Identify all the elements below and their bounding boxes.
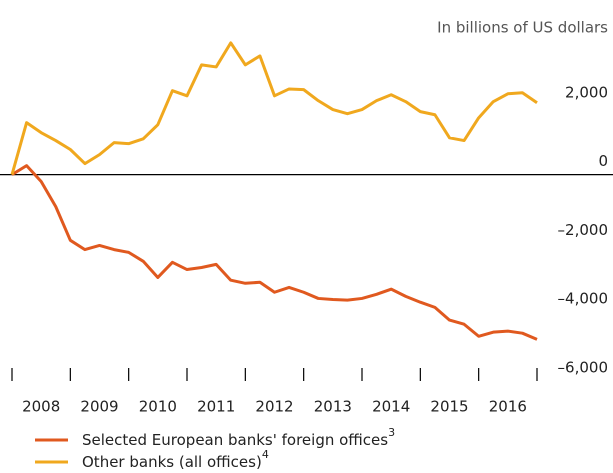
legend-footnote: 3: [388, 426, 395, 439]
y-tick-label: –6,000: [558, 359, 608, 377]
legend-name: Other banks (all offices): [82, 453, 262, 471]
y-tick-label: –4,000: [558, 290, 608, 308]
y-tick-label: 2,000: [565, 83, 608, 101]
x-tick-label: 2009: [80, 398, 118, 416]
x-tick-label: 2012: [255, 398, 293, 416]
y-tick-label: –2,000: [558, 221, 608, 239]
x-tick-label: 2008: [22, 398, 60, 416]
x-tick-label: 2011: [197, 398, 235, 416]
series-line: [10, 41, 538, 176]
legend-label: Other banks (all offices)4: [82, 448, 269, 471]
legend-label: Selected European banks' foreign offices…: [82, 426, 395, 449]
x-tick-label: 2013: [314, 398, 352, 416]
legend-name: Selected European banks' foreign offices: [82, 431, 388, 449]
y-unit-label: In billions of US dollars: [437, 19, 608, 37]
legend-footnote: 4: [262, 448, 269, 461]
y-tick-label: 0: [598, 152, 608, 170]
x-tick-label: 2015: [430, 398, 468, 416]
series-line: [11, 164, 538, 341]
x-tick-label: 2010: [139, 398, 177, 416]
x-tick-label: 2016: [489, 398, 527, 416]
x-tick-label: 2014: [372, 398, 410, 416]
